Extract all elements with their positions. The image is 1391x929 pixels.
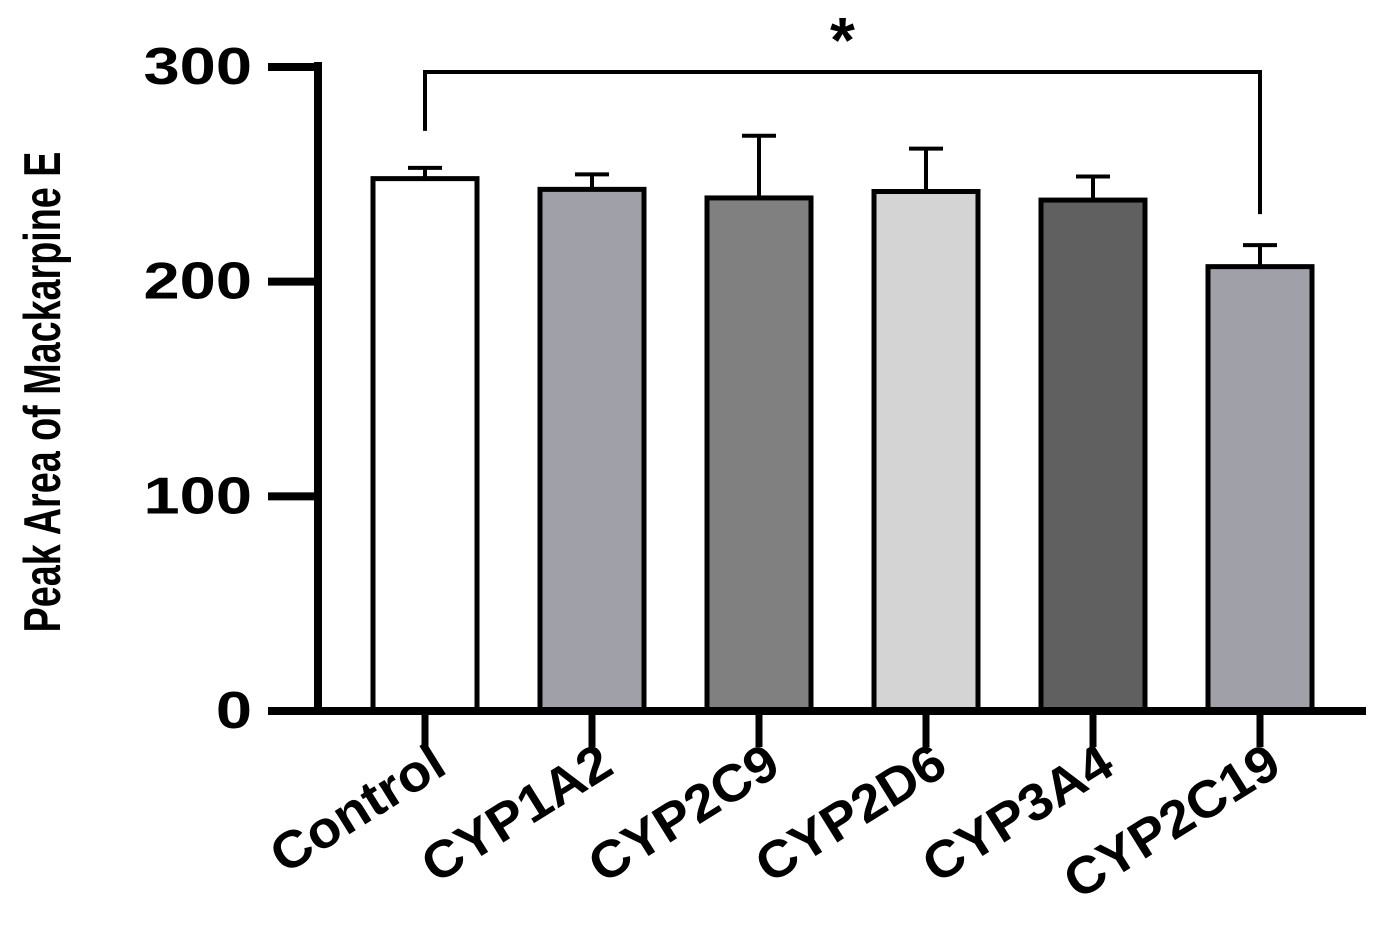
x-tick-label-cyp1a2: CYP1A2 — [412, 733, 623, 894]
bar-control — [370, 176, 480, 714]
error-bars-layer — [408, 133, 1277, 267]
axes-layer — [314, 62, 1366, 715]
y-tick-label-100: 100 — [144, 467, 252, 524]
bar-cyp2c19 — [1205, 264, 1315, 714]
significance-marker: * — [830, 4, 855, 76]
bar-cyp3a4 — [1038, 197, 1148, 714]
significance-bracket — [423, 70, 1262, 215]
bar-cyp1a2 — [537, 186, 647, 714]
significance-layer: * — [423, 4, 1262, 215]
y-ticks-layer: 0 100 200 300 — [144, 38, 318, 739]
x-tick-label-cyp2c9: CYP2C9 — [579, 733, 790, 894]
y-tick-label-200: 200 — [144, 253, 252, 310]
y-axis-title: Peak Area of Mackarpine E — [13, 152, 71, 633]
bar-cyp2d6 — [871, 189, 981, 714]
y-tick-label-300: 300 — [144, 38, 252, 95]
x-tick-label-cyp2d6: CYP2D6 — [746, 733, 957, 894]
bar-cyp2c9 — [704, 195, 814, 714]
bars-layer — [370, 176, 1315, 714]
y-tick-label-0: 0 — [216, 682, 252, 739]
